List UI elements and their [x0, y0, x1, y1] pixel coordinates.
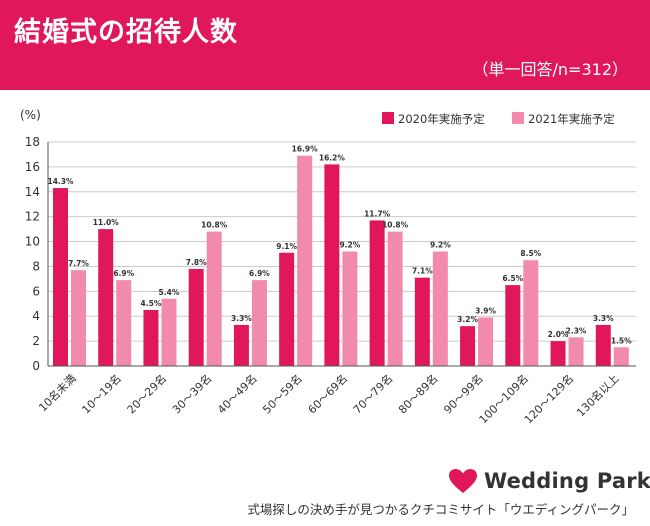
data-labels: 14.3% 7.7% 11.0% 6.9% 4.5% 5.4% 7.8% 10.8% 3.3% 6… [47, 145, 632, 346]
bar-2020 [324, 164, 340, 366]
bar-2021 [342, 251, 358, 366]
bar-2021 [251, 280, 267, 366]
y-tick-label: 10 [25, 235, 40, 249]
legend-swatch-2021 [512, 112, 524, 124]
bar-2021 [523, 260, 539, 366]
x-tick-label: 130名以上 [573, 371, 621, 419]
bar-2021 [161, 298, 177, 366]
bar-2020 [595, 324, 611, 366]
bar-2021 [297, 155, 313, 366]
legend-label-2021: 2021年実施予定 [528, 112, 615, 126]
x-tick-label: 80〜89名 [395, 371, 440, 416]
data-label: 6.9% [249, 269, 270, 278]
bar-2020 [505, 285, 521, 366]
data-label: 3.2% [457, 315, 478, 324]
data-label: 10.8% [201, 221, 228, 230]
data-label: 16.9% [292, 145, 319, 154]
y-tick-label: 0 [32, 359, 40, 373]
bar-2020 [143, 310, 159, 366]
data-label: 16.2% [319, 153, 346, 162]
bar-2020 [233, 324, 249, 366]
x-tick-label: 40〜49名 [214, 371, 259, 416]
bar-2020 [98, 229, 114, 366]
data-label: 8.5% [520, 249, 541, 258]
y-tick-label: 4 [32, 309, 40, 323]
bar-2020 [279, 252, 295, 366]
data-label: 7.8% [186, 258, 207, 267]
logo-text: Wedding Park [484, 469, 650, 493]
data-label: 5.4% [159, 288, 180, 297]
y-tick-label: 6 [32, 284, 40, 298]
bar-2021 [613, 347, 629, 366]
x-tick-label: 10〜19名 [79, 371, 124, 416]
x-tick-label: 60〜69名 [305, 371, 350, 416]
page-title: 結婚式の招待人数 [14, 17, 238, 48]
x-tick-label: 30〜39名 [169, 371, 214, 416]
data-label: 4.5% [141, 299, 162, 308]
data-label: 9.2% [339, 241, 360, 250]
heart-icon [449, 469, 477, 493]
data-label: 2.0% [548, 330, 569, 339]
y-tick-label: 8 [32, 259, 40, 273]
y-tick-label: 12 [25, 210, 40, 224]
data-label: 6.5% [502, 274, 523, 283]
page-subtitle: （単一回答/n=312） [472, 60, 628, 79]
bar-2021 [206, 231, 222, 366]
bar-2020 [188, 268, 204, 366]
legend: 2020年実施予定 2021年実施予定 [382, 112, 615, 126]
header-banner: 結婚式の招待人数 （単一回答/n=312） [0, 0, 650, 90]
bars [53, 155, 629, 366]
bar-2021 [478, 317, 494, 366]
data-label: 7.1% [412, 267, 433, 276]
data-label: 6.9% [113, 269, 134, 278]
bar-2021 [432, 251, 448, 366]
x-tick-label: 20〜29名 [124, 371, 169, 416]
legend-swatch-2020 [382, 112, 394, 124]
bar-2021 [116, 280, 132, 366]
data-label: 3.3% [231, 314, 252, 323]
y-tick-label: 18 [25, 135, 40, 149]
bar-2020 [369, 220, 385, 366]
y-tick-label: 14 [25, 185, 40, 199]
y-tick-label: 2 [32, 334, 40, 348]
data-label: 2.3% [566, 326, 587, 335]
data-label: 14.3% [47, 177, 74, 186]
data-label: 3.3% [593, 314, 614, 323]
data-label: 10.8% [382, 221, 409, 230]
data-label: 3.9% [475, 306, 496, 315]
data-label: 11.0% [93, 218, 120, 227]
y-axis-unit-label: (%) [20, 108, 41, 122]
bar-2020 [414, 277, 430, 366]
bar-2021 [568, 337, 584, 366]
bar-2020 [550, 341, 566, 366]
wedding-park-logo: Wedding Park [448, 468, 650, 494]
data-label: 1.5% [611, 336, 632, 345]
data-label: 9.2% [430, 241, 451, 250]
bar-2020 [53, 188, 68, 366]
data-label: 11.7% [364, 209, 391, 218]
x-tick-label: 10名未満 [36, 371, 79, 414]
legend-label-2020: 2020年実施予定 [398, 112, 485, 126]
bar-2021 [387, 231, 403, 366]
x-tick-label: 90〜99名 [441, 371, 486, 416]
bar-chart: (%) 2020年実施予定 2021年実施予定 024681012141618 … [20, 108, 636, 426]
y-tick-label: 16 [25, 160, 40, 174]
y-axis-ticks: 0 2 4 6 8 10 12 14 16 18 [25, 135, 40, 373]
bar-2021 [71, 270, 86, 366]
x-axis-labels: 10名未満 10〜19名 20〜29名 30〜39名 40〜49名 50〜59名 60〜69… [36, 371, 622, 426]
data-label: 9.1% [276, 242, 297, 251]
tagline: 式場探しの決め手が見つかるクチコミサイト「ウエディングパーク」 [247, 502, 634, 517]
bar-2020 [460, 326, 476, 366]
data-label: 7.7% [68, 259, 89, 268]
x-tick-label: 50〜59名 [260, 371, 305, 416]
x-tick-label: 70〜79名 [350, 371, 395, 416]
